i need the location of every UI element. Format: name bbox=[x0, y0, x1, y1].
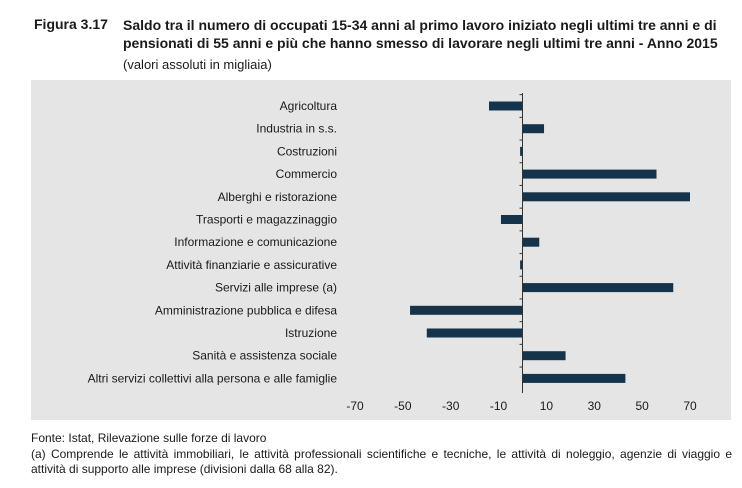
bar bbox=[522, 124, 545, 134]
bar bbox=[522, 283, 674, 293]
category-label: Alberghi e ristorazione bbox=[218, 190, 338, 204]
x-tick-label: -10 bbox=[490, 399, 508, 413]
bar bbox=[522, 192, 690, 202]
category-label: Commercio bbox=[276, 167, 338, 181]
category-label: Amministrazione pubblica e difesa bbox=[155, 303, 337, 317]
chart-title: Saldo tra il numero di occupati 15-34 an… bbox=[123, 17, 718, 51]
x-tick-label: -50 bbox=[394, 399, 412, 413]
source-note: Fonte: Istat, Rilevazione sulle forze di… bbox=[31, 431, 267, 445]
x-tick-label: 10 bbox=[540, 399, 554, 413]
category-label: Trasporti e magazzinaggio bbox=[196, 213, 337, 227]
bar bbox=[500, 215, 523, 224]
bar bbox=[522, 351, 566, 361]
x-tick-label: -30 bbox=[442, 399, 460, 413]
chart-subtitle: (valori assoluti in migliaia) bbox=[123, 57, 272, 72]
bar bbox=[522, 373, 626, 383]
bar bbox=[410, 305, 523, 315]
x-tick-label: 30 bbox=[588, 399, 602, 413]
bar bbox=[426, 328, 523, 338]
category-label: Altri servizi collettivi alla persona e … bbox=[88, 371, 338, 385]
figure-label: Figura 3.17 bbox=[34, 16, 108, 32]
category-label: Costruzioni bbox=[277, 144, 337, 158]
bar bbox=[520, 146, 523, 156]
category-label: Istruzione bbox=[285, 326, 337, 340]
bar-chart: Agricoltura Industria in s.s. Costruzioni C… bbox=[88, 93, 697, 413]
x-tick-label: 50 bbox=[635, 399, 649, 413]
category-label: Agricoltura bbox=[280, 99, 338, 113]
bar bbox=[520, 260, 523, 270]
x-tick-label: -70 bbox=[346, 399, 364, 413]
category-label: Attività finanziarie e assicurative bbox=[166, 258, 337, 272]
footnote: (a) Comprende le attività immobiliari, l… bbox=[31, 447, 732, 476]
bar bbox=[522, 237, 540, 247]
x-tick-label: 70 bbox=[683, 399, 697, 413]
bar bbox=[522, 169, 657, 179]
category-label: Informazione e comunicazione bbox=[174, 235, 337, 249]
category-label: Industria in s.s. bbox=[256, 122, 337, 136]
chart-panel bbox=[31, 80, 731, 420]
category-label: Servizi alle imprese (a) bbox=[215, 281, 337, 295]
category-label: Sanità e assistenza sociale bbox=[192, 349, 337, 363]
bar bbox=[489, 101, 523, 111]
